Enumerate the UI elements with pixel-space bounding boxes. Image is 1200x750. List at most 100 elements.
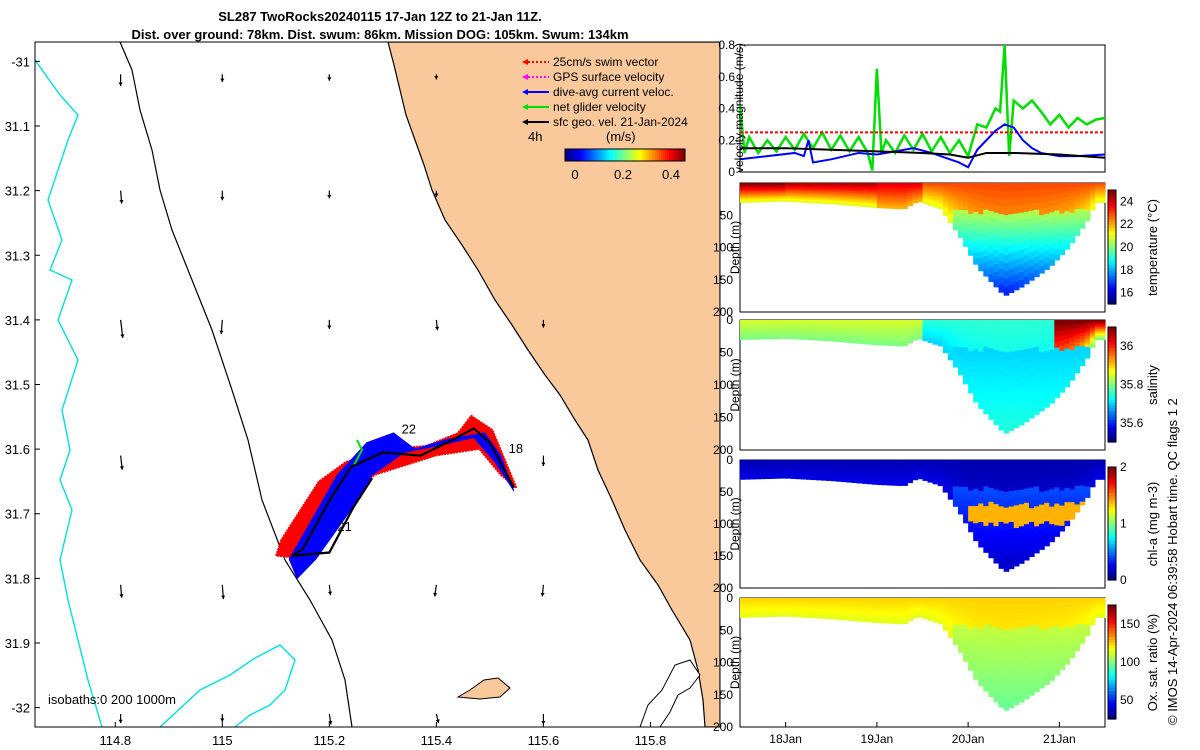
lat-tick-label-8: 31.8 [5,571,30,586]
map-colorbar-seg-56 [677,149,680,161]
legend-arrow-0 [522,59,528,65]
map-colorbar-seg-25 [615,149,618,161]
map-colorbar-tick-1: 0.2 [614,167,632,182]
map-colorbar-seg-39 [643,149,646,161]
lat-tick-label-5: 31.5 [5,378,30,393]
map-colorbar-seg-42 [649,149,652,161]
glider-track [291,427,515,557]
map-colorbar-seg-17 [599,149,602,161]
lat-tick-label-6: 31.6 [5,442,30,457]
lon-tick-label-5: 115.8 [635,733,667,748]
isobath-label: isobaths:0 200 1000m [48,692,176,707]
legend-arrow-3 [522,104,528,110]
lat-tick-label-3: 31.3 [5,248,30,263]
map-colorbar-seg-34 [633,149,636,161]
map-colorbar-seg-9 [583,149,586,161]
geo-vector-head-21 [220,718,225,722]
map-colorbar-seg-49 [663,149,666,161]
map-colorbar-seg-7 [579,149,582,161]
map-colorbar-seg-33 [631,149,634,161]
lat-tick-label-2: 31.2 [5,184,30,199]
map-colorbar-seg-58 [681,149,684,161]
map-colorbar-seg-52 [669,149,672,161]
map-colorbar-seg-50 [665,149,668,161]
map-colorbar-seg-47 [659,149,662,161]
legend-label-2: dive-avg current veloc. [553,85,674,99]
estuary [639,659,701,727]
lat-tick-label-10: -32 [11,701,30,716]
map-colorbar-seg-51 [667,149,670,161]
map-colorbar-seg-26 [617,149,620,161]
geo-vector-head-19 [540,592,545,597]
lat-tick-label-7: 31.7 [5,507,30,522]
island [456,677,511,700]
map-colorbar-seg-46 [657,149,660,161]
geo-vector-head-16 [221,595,226,600]
geo-vector-head-10 [327,325,332,329]
credit-text: © IMOS 14-Apr-2024 06:39:58 Hobart time.… [1165,398,1180,725]
map-colorbar-seg-3 [571,149,574,161]
isobath-1000-loop [159,644,296,727]
map-colorbar-seg-28 [621,149,624,161]
lat-tick-label-9: 31.9 [5,636,30,651]
lon-tick-label-2: 115.2 [314,733,346,748]
geo-vector-head-0 [118,82,123,86]
map-colorbar-seg-59 [683,149,686,161]
figure-title-line2: Dist. over ground: 78km. Dist. swum: 86k… [131,27,629,42]
geo-vector-head-3 [434,76,439,80]
map-content: 22 18 21 [35,42,720,727]
map-colorbar-seg-44 [653,149,656,161]
map-colorbar-seg-15 [595,149,598,161]
map-colorbar-seg-57 [679,149,682,161]
legend-arrow-4 [522,119,528,125]
day-label-1: 18 [509,441,523,456]
map-colorbar-frame [564,148,686,162]
geo-vector-head-13 [119,466,124,470]
current-vectors [288,432,515,580]
swim-vectors [274,414,518,560]
map-colorbar-seg-43 [651,149,654,161]
lon-tick-label-1: 115 [212,733,233,748]
interval-label: 4h [528,129,542,144]
colorbar-title: (m/s) [606,129,636,144]
map-colorbar-seg-16 [597,149,600,161]
map-colorbar-seg-0 [565,149,568,161]
map-colorbar-seg-32 [629,149,632,161]
map-colorbar-seg-40 [645,149,648,161]
geo-vector-head-5 [220,196,225,201]
isobath-200 [119,42,353,727]
map-colorbar-seg-14 [593,149,596,161]
map-colorbar-seg-30 [625,149,628,161]
map-colorbar-seg-4 [573,149,576,161]
geo-vector-head-11 [435,326,440,331]
geo-vector-head-17 [328,591,333,596]
lat-tick-label-4: 31.4 [5,313,30,328]
map-colorbar-seg-21 [607,149,610,161]
map-colorbar-seg-5 [575,149,578,161]
geo-vector-head-7 [434,193,439,198]
day-label-2: 21 [337,519,351,534]
map-colorbar-seg-35 [635,149,638,161]
geo-vector-head-18 [433,592,438,597]
map-colorbar-seg-36 [637,149,640,161]
legend-label-4: sfc geo. vel. 21-Jan-2024 [553,115,688,129]
map-colorbar-seg-29 [623,149,626,161]
geo-vector-head-23 [435,719,440,724]
map-colorbar-seg-12 [589,149,592,161]
geo-vector-head-6 [327,194,332,199]
lon-tick-label-0: 114.8 [99,733,131,748]
map-colorbar-seg-11 [587,149,590,161]
geo-vector-head-22 [328,720,333,725]
map-colorbar-seg-19 [603,149,606,161]
map-colorbar-seg-6 [577,149,580,161]
legend-label-1: GPS surface velocity [553,70,664,84]
geo-vector-head-8 [120,334,125,338]
geo-vector-head-2 [327,77,332,81]
map-colorbar-seg-22 [609,149,612,161]
map-colorbar-seg-18 [601,149,604,161]
lon-tick-label-3: 115.4 [421,733,453,748]
map-colorbar-seg-54 [673,149,676,161]
map-colorbar-seg-10 [585,149,588,161]
map-colorbar-seg-48 [661,149,664,161]
